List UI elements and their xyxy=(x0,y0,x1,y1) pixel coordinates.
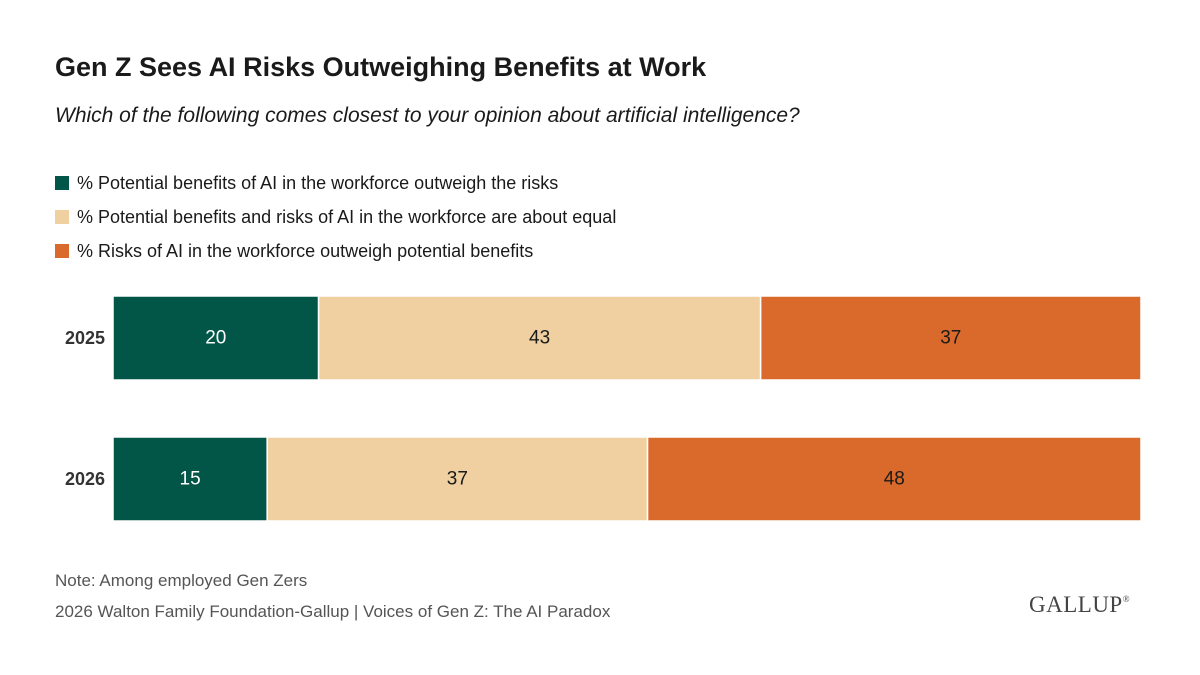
legend-item-risks-outweigh: % Risks of AI in the workforce outweigh … xyxy=(55,234,616,268)
bar-segment-2025-series-3 xyxy=(759,295,1142,381)
registered-mark: ® xyxy=(1122,594,1131,604)
legend-item-benefits-outweigh: % Potential benefits of AI in the workfo… xyxy=(55,166,616,200)
chart-subtitle: Which of the following comes closest to … xyxy=(55,104,800,127)
legend-label: % Risks of AI in the workforce outweigh … xyxy=(77,240,534,261)
bar-segment-2026-series-3 xyxy=(646,436,1142,522)
gallup-logo: GALLUP® xyxy=(1029,592,1130,618)
bar-segment-2026-series-2 xyxy=(266,436,649,522)
legend-swatch xyxy=(55,210,69,224)
data-label-2026-series-1: 15 xyxy=(180,469,201,490)
bar-segment-2026-series-1 xyxy=(112,436,268,522)
legend-label: % Potential benefits and risks of AI in … xyxy=(77,206,617,227)
source-line: 2026 Walton Family Foundation-Gallup | V… xyxy=(55,602,611,621)
legend-item-about-equal: % Potential benefits and risks of AI in … xyxy=(55,200,616,234)
data-label-2025-series-3: 37 xyxy=(940,328,961,349)
legend-swatch xyxy=(55,244,69,258)
y-tick-label-2025: 2025 xyxy=(65,328,105,348)
chart-title: Gen Z Sees AI Risks Outweighing Benefits… xyxy=(55,52,707,82)
data-label-2025-series-1: 20 xyxy=(205,328,226,349)
bar-segment-2025-series-1 xyxy=(112,295,320,381)
legend: % Potential benefits of AI in the workfo… xyxy=(55,166,616,268)
bar-segment-2025-series-2 xyxy=(317,295,762,381)
logo-text: GALLUP xyxy=(1029,592,1123,617)
data-label-2025-series-2: 43 xyxy=(529,328,550,349)
legend-label: % Potential benefits of AI in the workfo… xyxy=(77,172,559,193)
data-label-2026-series-3: 48 xyxy=(884,469,905,490)
data-label-2026-series-2: 37 xyxy=(447,469,468,490)
y-tick-label-2026: 2026 xyxy=(65,469,105,489)
legend-swatch xyxy=(55,176,69,190)
footnote: Note: Among employed Gen Zers xyxy=(55,571,308,590)
